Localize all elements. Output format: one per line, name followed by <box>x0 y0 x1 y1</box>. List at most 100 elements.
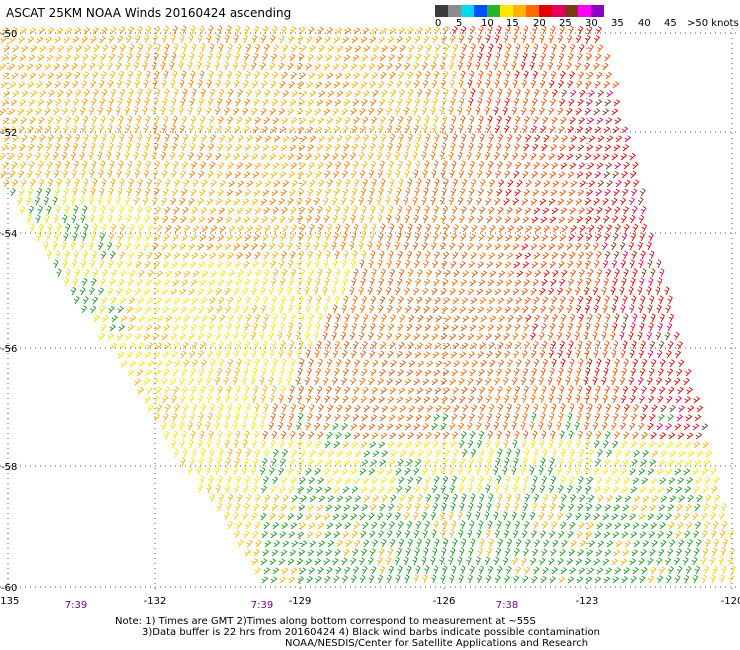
wind-barb <box>92 178 98 188</box>
wind-barb <box>369 187 375 197</box>
wind-barb <box>480 224 487 233</box>
wind-barb <box>66 45 74 53</box>
colorbar-swatch <box>435 5 448 17</box>
wind-barb <box>531 52 537 62</box>
wind-barb <box>360 395 367 404</box>
wind-barb <box>179 332 186 341</box>
wind-barb <box>110 296 117 305</box>
wind-barb <box>404 62 411 71</box>
wind-barb <box>561 539 568 548</box>
wind-barb <box>520 61 526 71</box>
wind-barb <box>262 385 268 395</box>
wind-barb <box>714 494 721 503</box>
wind-barb <box>426 269 433 278</box>
wind-barb <box>21 90 29 98</box>
wind-barb <box>610 331 616 341</box>
wind-barb <box>205 421 211 431</box>
wind-barb <box>587 567 595 575</box>
wind-barb <box>413 574 419 584</box>
wind-barb <box>116 79 123 89</box>
wind-barb <box>252 412 258 422</box>
wind-barb <box>200 297 208 305</box>
wind-barb <box>37 54 45 62</box>
wind-barb <box>388 115 395 125</box>
wind-barb <box>559 70 566 80</box>
wind-barb <box>668 432 676 440</box>
wind-barb <box>657 395 664 404</box>
wind-barb <box>674 468 682 476</box>
wind-barb <box>298 295 304 305</box>
wind-barb <box>0 63 7 71</box>
wind-barb <box>2 72 10 80</box>
wind-barb <box>100 250 107 260</box>
wind-barb <box>207 216 215 224</box>
wind-barb <box>658 340 665 350</box>
wind-barb <box>135 351 143 359</box>
wind-barb <box>306 35 313 44</box>
wind-barb <box>468 215 475 224</box>
wind-barb <box>46 54 54 62</box>
wind-barb <box>558 576 566 584</box>
wind-barb <box>351 36 359 44</box>
wind-barb <box>278 304 284 314</box>
wind-barb <box>386 259 392 269</box>
wind-barb <box>486 97 492 107</box>
wind-barb <box>181 386 188 395</box>
wind-barb <box>353 313 360 323</box>
wind-barb <box>448 196 455 206</box>
wind-barb <box>156 224 163 233</box>
wind-barb <box>160 106 166 116</box>
wind-barb <box>322 331 328 341</box>
wind-barb <box>379 565 386 575</box>
wind-barb <box>559 25 565 35</box>
wind-barb <box>334 340 341 350</box>
wind-barb <box>251 512 258 521</box>
wind-barb <box>270 485 277 494</box>
wind-barb <box>594 80 601 89</box>
wind-barb <box>524 88 531 98</box>
wind-barb <box>190 234 198 242</box>
wind-barb <box>442 70 449 80</box>
wind-barb <box>260 512 267 521</box>
wind-barb <box>333 125 340 134</box>
wind-barb <box>300 179 307 188</box>
wind-barb <box>710 529 717 539</box>
wind-barb <box>245 403 251 413</box>
wind-barb <box>37 99 45 107</box>
wind-barb <box>603 171 611 179</box>
wind-barb <box>296 304 302 314</box>
wind-barb <box>451 520 457 530</box>
wind-barb <box>343 504 351 512</box>
wind-barb <box>110 88 117 98</box>
wind-barb <box>430 151 436 161</box>
wind-barb <box>604 295 610 305</box>
wind-barb <box>458 484 464 494</box>
wind-barb <box>245 521 252 530</box>
wind-barb <box>685 368 692 377</box>
wind-barb <box>524 207 532 215</box>
wind-barb <box>638 259 644 269</box>
wind-barb <box>324 486 332 494</box>
wind-barb <box>629 558 637 566</box>
wind-barb <box>100 53 107 62</box>
wind-barb <box>461 342 469 350</box>
wind-barb <box>448 151 454 161</box>
wind-barb <box>621 170 628 179</box>
wind-barb <box>334 504 342 512</box>
wind-barb <box>82 115 89 125</box>
wind-barb <box>597 224 604 233</box>
wind-barb <box>9 170 16 179</box>
wind-barb <box>476 124 482 134</box>
wind-barb <box>146 133 152 143</box>
wind-barb <box>336 45 344 53</box>
wind-barb <box>569 403 575 413</box>
wind-barb <box>693 547 700 557</box>
wind-barb <box>458 34 465 44</box>
wind-barb <box>192 179 199 188</box>
wind-barb <box>495 142 502 152</box>
wind-barb <box>459 142 465 152</box>
wind-barb <box>486 142 493 152</box>
wind-barb <box>182 252 190 260</box>
wind-barb <box>117 187 123 197</box>
wind-barb <box>415 565 421 575</box>
